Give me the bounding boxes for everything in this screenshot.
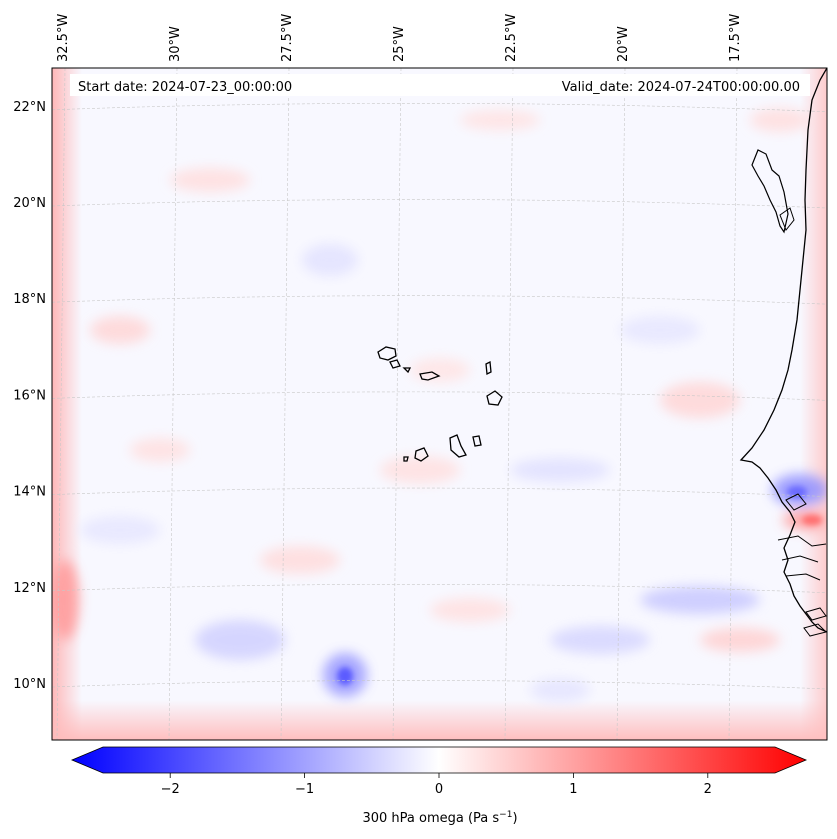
lat-label: 10°N [13,677,46,692]
latitude-labels: 22°N 20°N 18°N 16°N 14°N 12°N 10°N [13,100,46,692]
meridian-line [280,68,290,740]
map-panel: Start date: 2024-07-23_00:00:00 Valid_da… [13,14,828,741]
meridian-line [728,68,738,740]
parallel-line [52,680,827,690]
lon-label: 22.5°W [504,14,519,62]
island-santo-antao [377,346,397,361]
coast-detail-4 [803,607,827,637]
date-banner [70,74,810,96]
island-sal [485,360,492,376]
colorbar-ticks: −2 −1 0 1 2 [161,773,712,797]
lon-label: 17.5°W [728,14,743,62]
meridian-line [504,68,514,740]
colorbar-tick-label: 2 [704,782,712,797]
colorbar-tick-label: 0 [435,782,443,797]
island-santiago [449,434,467,458]
parallel-line [52,391,827,401]
lon-label: 30°W [168,26,183,62]
colorbar-tick-label: 1 [569,782,577,797]
lat-label: 16°N [13,388,46,403]
lon-label: 27.5°W [280,14,295,62]
lat-label: 14°N [13,485,46,500]
parallel-line [52,583,827,594]
island-boa-vista [486,390,503,406]
island-brava [403,456,409,462]
lat-label: 12°N [13,581,46,596]
colorbar-tick-label: −1 [295,782,314,797]
colorbar: −2 −1 0 1 2 300 hPa omega (Pa s−1) [70,746,808,826]
parallel-line [52,487,827,497]
parallel-line [52,295,827,305]
meridian-line [616,68,626,740]
lon-label: 20°W [616,26,631,62]
cap-vert-peninsula [751,149,789,234]
island-fogo [414,447,429,462]
valid-date: Valid_date: 2024-07-24T00:00:00.00 [562,80,800,95]
africa-coastline [739,68,827,633]
longitude-labels: 32.5°W 30°W 27.5°W 25°W 22.5°W 20°W 17.5°W [56,14,743,62]
island-santa-luzia [402,367,412,374]
lat-label: 22°N [13,100,46,115]
lat-label: 20°N [13,196,46,211]
coast-detail-3 [777,535,827,581]
cape-verde-islands [377,346,503,462]
island-sao-nicolau [419,371,441,381]
parallel-line [52,102,827,113]
meridian-line [168,68,178,740]
parallel-line [52,199,827,209]
omega-field [52,68,827,740]
island-sao-vicente [389,359,401,369]
lon-label: 25°W [392,26,407,62]
coast-detail-1 [779,207,795,231]
meridian-line [392,68,402,740]
colorbar-body [70,746,808,774]
gridlines [52,68,827,740]
start-date: Start date: 2024-07-23_00:00:00 [78,80,292,95]
island-maio [472,435,482,447]
lon-label: 32.5°W [56,14,71,62]
meridian-line [56,68,66,740]
lat-label: 18°N [13,292,46,307]
colorbar-label: 300 hPa omega (Pa s−1) [362,810,517,826]
colorbar-tick-label: −2 [161,782,180,797]
map-frame [51,67,828,741]
coast-detail-2 [785,493,807,511]
